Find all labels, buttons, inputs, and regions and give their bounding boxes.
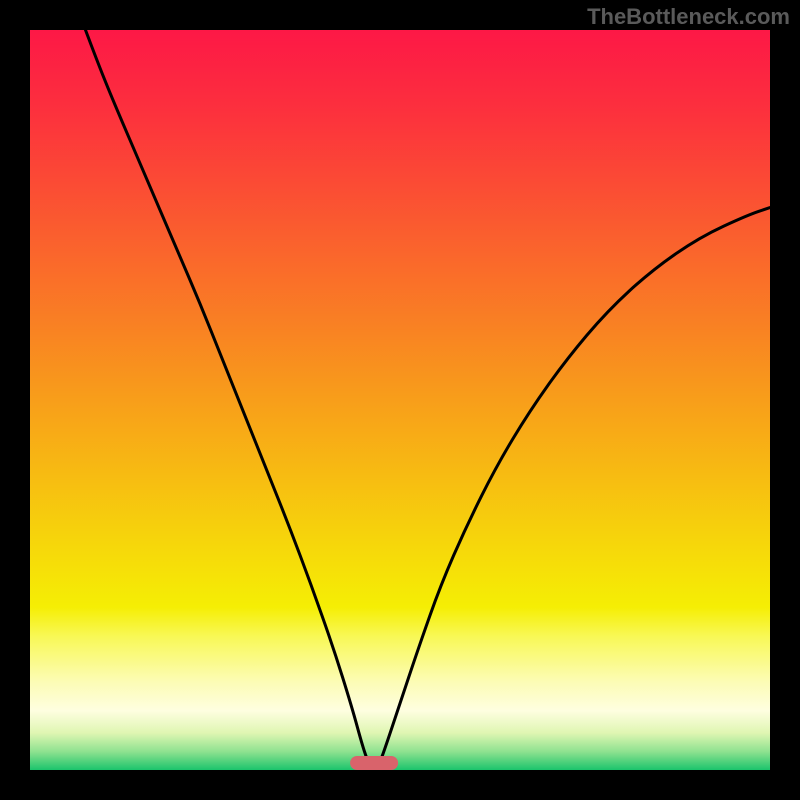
chart-container: TheBottleneck.com [0,0,800,800]
watermark-text: TheBottleneck.com [587,4,790,30]
bottleneck-chart [0,0,800,800]
optimal-marker [350,756,398,770]
chart-background [30,30,770,770]
